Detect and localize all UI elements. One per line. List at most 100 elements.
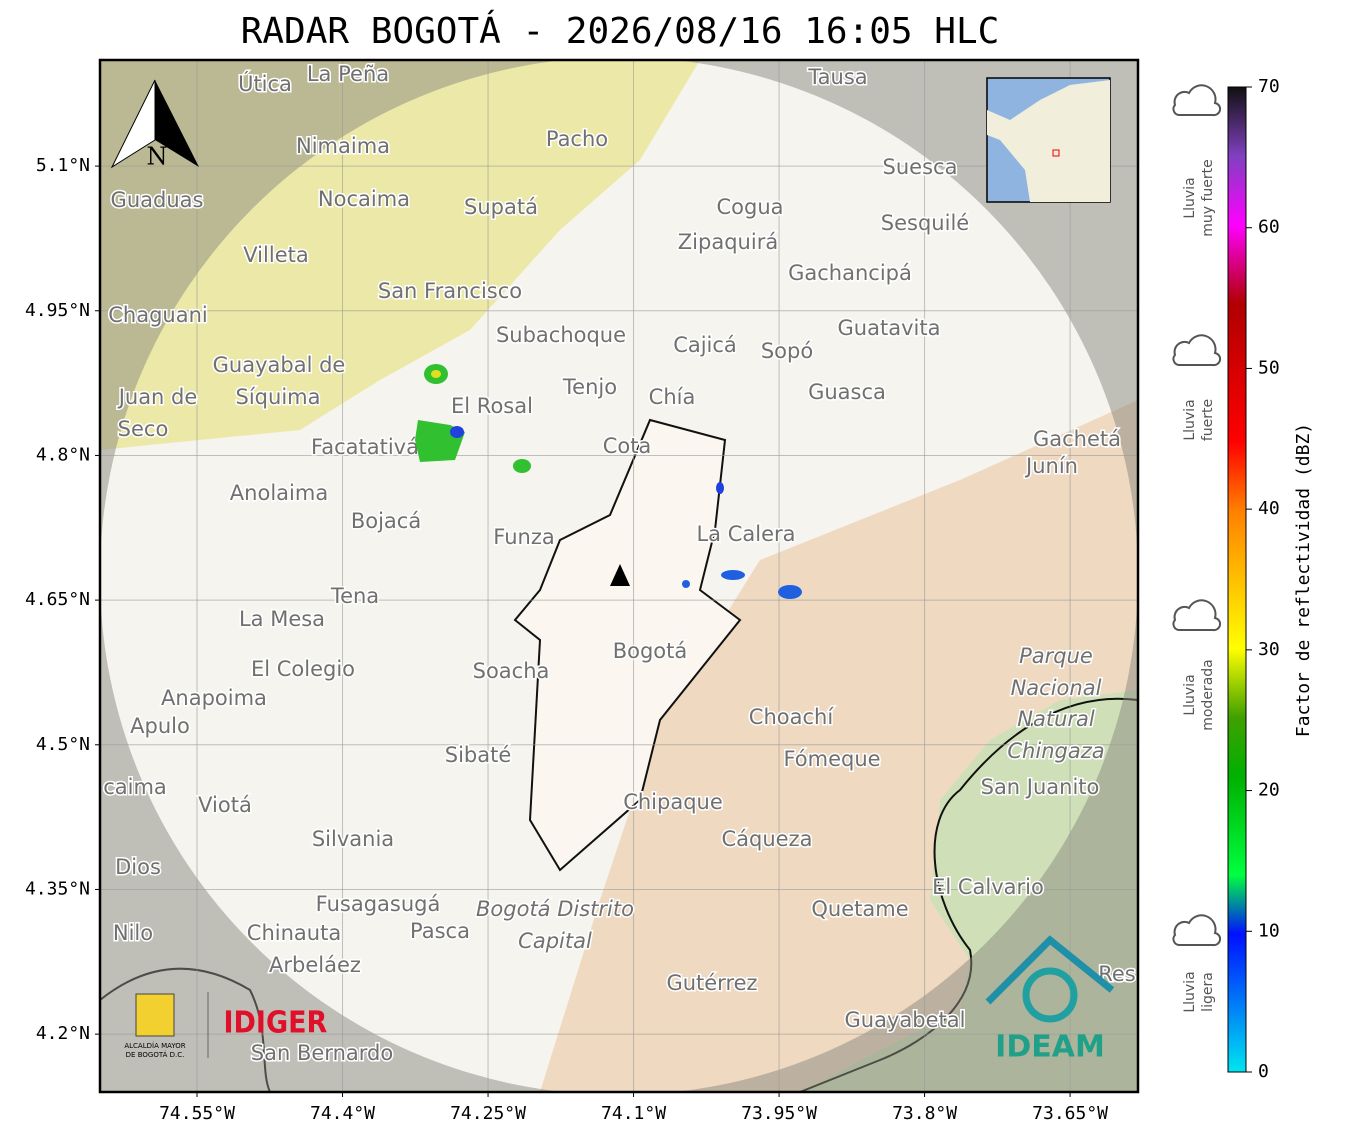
y-tick-label: 4.65°N: [25, 589, 90, 610]
rain-label: ligera: [1200, 972, 1216, 1012]
place-label: San Bernardo: [251, 1041, 393, 1065]
district-border: [513, 418, 742, 872]
place-label: Facatativá: [311, 435, 419, 459]
logo-text: DE BOGOTÁ D.C.: [126, 1050, 185, 1059]
colorbar: [1227, 86, 1247, 1073]
place-label: Natural: [1017, 707, 1095, 731]
place-label: Suesca: [883, 155, 958, 179]
colorbar-label: Factor de reflectividad (dBZ): [1293, 423, 1314, 737]
echo: [682, 580, 690, 588]
place-label: Arbeláez: [269, 953, 361, 977]
x-tick-label: 74.55°W: [159, 1103, 235, 1124]
place-label: Cogua: [716, 195, 783, 219]
colorbar-tick-label: 0: [1258, 1061, 1269, 1082]
radar-site: [610, 564, 630, 586]
place-label: Guayabetal: [845, 1008, 966, 1032]
echo: [431, 370, 441, 378]
y-tick-label: 4.2°N: [36, 1023, 90, 1044]
north-label: N: [147, 143, 168, 171]
colorbar-tick-label: 40: [1258, 498, 1280, 519]
place-label: El Colegio: [251, 657, 355, 681]
place-label: Sesquilé: [881, 211, 969, 235]
place-label: Guasca: [808, 380, 886, 404]
place-label: Pacho: [546, 127, 608, 151]
place-label: Chingaza: [1007, 739, 1104, 763]
place-label: Nacional: [1011, 676, 1102, 700]
grid: [100, 60, 1138, 1092]
place-label: Tausa: [807, 65, 867, 89]
title: RADAR BOGOTÁ - 2026/08/16 16:05 HLC: [241, 10, 1000, 52]
place-label: Anolaima: [230, 481, 328, 505]
place-label: Cajicá: [673, 333, 737, 357]
place-label: Anapoima: [161, 686, 267, 710]
place-label: Apulo: [130, 714, 190, 738]
colorbar-tick-label: 60: [1258, 217, 1280, 238]
place-label: Zipaquirá: [678, 230, 778, 254]
place-label: Gachancipá: [788, 261, 912, 285]
place-label: Pasca: [410, 919, 470, 943]
place-label: Gutérrez: [666, 971, 757, 995]
place-label: El Calvario: [932, 875, 1044, 899]
colorbar-tick-label: 50: [1258, 357, 1280, 378]
place-label: Guaduas: [111, 188, 204, 212]
y-tick-label: 4.95°N: [25, 300, 90, 321]
place-label: Chipaque: [623, 790, 723, 814]
place-label: Sibaté: [445, 743, 512, 767]
place-label: Bojacá: [351, 509, 421, 533]
place-label: Fusagasugá: [316, 892, 441, 916]
logo-ideam: IDEAM: [985, 935, 1115, 1065]
x-tick-label: 73.8°W: [892, 1103, 957, 1124]
place-label: Fómeque: [783, 747, 880, 771]
echo: [716, 482, 724, 494]
rain-label: Lluvia: [1182, 399, 1198, 440]
place-label: Chía: [649, 385, 696, 409]
place-label: Guatavita: [838, 316, 941, 340]
place-label: Quetame: [811, 897, 908, 921]
place-label: Sopó: [761, 339, 813, 363]
logo-text: ALCALDÍA MAYOR: [124, 1041, 185, 1050]
place-label: Juan de: [117, 385, 198, 409]
rain-label: fuerte: [1200, 399, 1216, 441]
place-label: Soacha: [473, 659, 550, 683]
place-label: Gachetá: [1033, 427, 1121, 451]
y-tick-label: 5.1°N: [36, 155, 90, 176]
place-label: Síquima: [236, 385, 321, 409]
colorbar-tick-label: 20: [1258, 780, 1280, 801]
place-label: Tenjo: [562, 375, 617, 399]
logo-ideam-text: IDEAM: [995, 1030, 1105, 1065]
rain-label: Lluvia: [1182, 674, 1198, 715]
place-label: Útica: [238, 71, 292, 96]
echo: [721, 570, 745, 580]
place-label: Nocaima: [318, 187, 410, 211]
logo-idiger: IDIGER: [223, 1005, 327, 1040]
place-label: Subachoque: [496, 323, 626, 347]
place-label: Bogotá: [613, 639, 688, 663]
place-label: Villeta: [243, 243, 308, 267]
place-label: Junín: [1024, 454, 1078, 478]
rain-label: moderada: [1200, 659, 1216, 731]
place-label: La Calera: [696, 522, 795, 546]
rain-label: Lluvia: [1182, 177, 1198, 218]
x-tick-label: 73.95°W: [741, 1103, 817, 1124]
axes: 74.55°W 74.4°W 74.25°W 74.1°W 73.95°W 73.8°W 7…: [25, 155, 1108, 1124]
frame: [98, 58, 1140, 1094]
place-label: Tena: [330, 584, 379, 608]
inset-map: [986, 77, 1111, 203]
place-label: Guayabal de: [213, 353, 346, 377]
place-label: Funza: [493, 525, 554, 549]
rain-label: Lluvia: [1182, 971, 1198, 1012]
y-tick-label: 4.8°N: [36, 444, 90, 465]
places: La Peña Útica Tausa Pacho Nimaima Suesca Guadu…: [102, 61, 1138, 1067]
place-label: Supatá: [464, 195, 538, 219]
north-arrow: N: [110, 79, 199, 171]
y-tick-label: 4.5°N: [36, 734, 90, 755]
x-tick-label: 74.25°W: [450, 1103, 526, 1124]
x-tick-label: 73.65°W: [1032, 1103, 1108, 1124]
map-body: La Peña Útica Tausa Pacho Nimaima Suesca Guadu…: [100, 60, 1138, 1092]
echo: [450, 426, 464, 438]
place-label: El Rosal: [451, 394, 533, 418]
colorbar-tick-label: 70: [1258, 76, 1280, 97]
